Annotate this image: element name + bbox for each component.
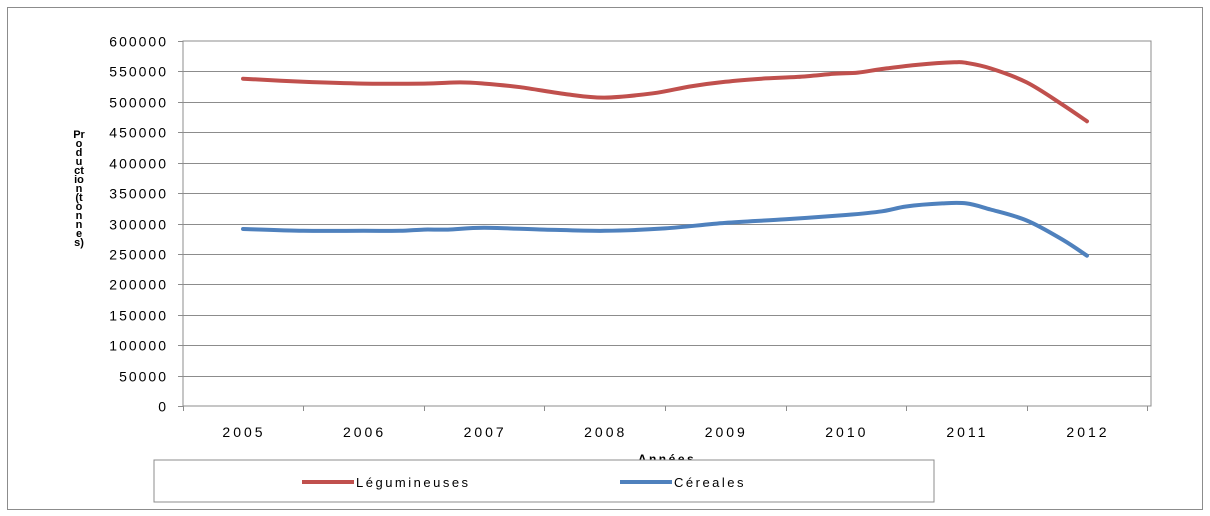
y-tick-label: 500000 [109,95,168,111]
x-tick-label: 2010 [825,424,868,440]
plot-area [182,40,1152,407]
y-tick-label: 100000 [109,338,168,354]
y-tick-label: 400000 [109,156,168,172]
legend-item-legumineuses: Légumineuses [302,475,471,490]
x-tick-label: 2005 [222,424,265,440]
legend-box [153,459,935,503]
series-line-cereales [241,200,1089,258]
y-tick-label: 150000 [109,308,168,324]
y-tick-label: 200000 [109,277,168,293]
y-tick-label: 450000 [109,125,168,141]
legend-item-cereales: Céreales [620,475,746,490]
x-tick-label: 2008 [584,424,627,440]
y-axis: 0 50000 100000 150000 200000 250000 300000 3500… [109,34,183,415]
series-line-legumineuses [241,60,1089,124]
chart-frame [7,7,1203,510]
legend-label-legumineuses: Légumineuses [356,475,471,490]
y-axis-title: Production (tonnes) [73,129,85,249]
gridlines [183,71,1151,377]
x-tick-label: 2011 [946,424,988,440]
series-lines [241,60,1089,258]
x-tick-label: 2006 [343,424,386,440]
y-tick-label: 300000 [109,217,168,233]
x-tick-label: 2007 [464,424,507,440]
x-tick-label: 2009 [705,424,748,440]
y-tick-label: 250000 [109,247,168,263]
y-tick-label: 0 [158,399,168,415]
legend-label-cereales: Céreales [674,475,746,490]
y-tick-label: 350000 [109,186,168,202]
y-tick-label: 50000 [119,369,168,385]
x-axis: 2005 2006 2007 2008 2009 2010 2011 2012 [183,406,1148,440]
x-tick-label: 2012 [1066,424,1109,440]
y-tick-label: 550000 [109,64,168,80]
y-tick-label: 600000 [109,34,168,50]
